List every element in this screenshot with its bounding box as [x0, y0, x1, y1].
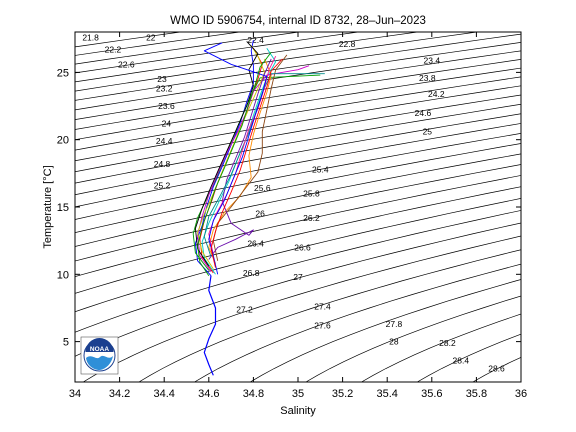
density-contour-label-33: 28.4 — [453, 356, 470, 366]
density-contour-label-0: 21.8 — [82, 32, 99, 42]
density-contour-1 — [75, 32, 243, 56]
density-contour-27 — [138, 249, 521, 382]
density-contour-30 — [305, 295, 521, 382]
density-contour-7 — [75, 42, 521, 111]
x-tick-label-10: 36 — [515, 388, 527, 400]
density-contour-label-31: 28 — [389, 337, 399, 347]
x-tick-label-1: 34.2 — [109, 388, 130, 400]
y-tick-label-2: 15 — [57, 202, 69, 214]
noaa-logo-text: NOAA — [90, 346, 109, 353]
density-contour-28 — [193, 263, 521, 382]
density-contour-label-19: 25.6 — [254, 183, 271, 193]
density-contour-23 — [75, 198, 521, 313]
density-contour-26 — [82, 235, 521, 382]
density-contour-label-11: 24 — [162, 119, 172, 129]
density-contour-8 — [75, 50, 521, 120]
density-contour-label-29: 27.6 — [314, 321, 331, 331]
density-contour-label-5: 22.8 — [339, 39, 356, 49]
x-tick-label-9: 35.8 — [466, 388, 487, 400]
noaa-logo-sky — [85, 338, 114, 352]
density-contour-5 — [75, 32, 480, 92]
density-contour-21 — [75, 175, 521, 277]
density-contour-label-30: 27.8 — [386, 319, 403, 329]
density-contour-label-16: 25 — [423, 127, 433, 137]
density-contour-4 — [75, 32, 421, 83]
density-contour-3 — [75, 32, 361, 74]
density-contour-label-22: 26.2 — [303, 213, 320, 223]
density-contour-0 — [75, 32, 183, 48]
y-tick-label-3: 20 — [57, 135, 69, 147]
x-tick-label-6: 35.2 — [332, 388, 353, 400]
y-axis-label: Temperature [°C] — [42, 165, 54, 248]
x-tick-label-2: 34.4 — [153, 388, 174, 400]
y-tick-label-1: 10 — [57, 269, 69, 281]
density-contour-label-21: 26 — [255, 209, 265, 219]
density-contour-22 — [75, 186, 521, 294]
density-contour-label-9: 23.6 — [158, 101, 175, 111]
y-tick-label-4: 25 — [57, 67, 69, 79]
x-tick-label-7: 35.4 — [376, 388, 397, 400]
density-contour-20 — [75, 164, 521, 262]
profile-line-13 — [197, 51, 272, 276]
density-contour-label-23: 26.4 — [247, 238, 264, 248]
density-contour-2 — [75, 32, 302, 65]
profile-layer — [192, 40, 325, 376]
x-axis-label: Salinity — [280, 405, 316, 417]
density-contour-18 — [75, 143, 521, 234]
x-tick-label-3: 34.6 — [198, 388, 219, 400]
density-contour-label-12: 24.2 — [428, 89, 445, 99]
profile-line-9 — [208, 58, 272, 260]
density-contour-label-18: 25.4 — [312, 164, 329, 174]
density-contour-29 — [249, 279, 521, 382]
x-tick-label-0: 34 — [69, 388, 81, 400]
density-contour-17 — [75, 133, 521, 220]
noaa-logo-gull — [86, 355, 113, 370]
density-contour-label-34: 28.6 — [488, 364, 505, 374]
density-contour-label-8: 23.4 — [424, 55, 441, 65]
x-tick-label-8: 35.6 — [421, 388, 442, 400]
density-contour-label-25: 26.8 — [243, 268, 260, 278]
density-contour-label-15: 24.8 — [154, 159, 171, 169]
density-contour-label-17: 25.2 — [154, 181, 171, 191]
density-contour-label-10: 23.8 — [419, 73, 436, 83]
density-contour-label-24: 26.6 — [294, 242, 311, 252]
plot-area — [75, 32, 521, 382]
density-contour-label-6: 23 — [157, 74, 167, 84]
density-contour-label-1: 22 — [146, 32, 156, 42]
density-contour-10 — [75, 67, 521, 141]
density-contour-label-13: 24.4 — [156, 136, 173, 146]
density-contour-label-32: 28.2 — [439, 338, 456, 348]
profile-line-5 — [197, 45, 266, 270]
density-contour-33 — [472, 356, 521, 382]
x-tick-label-4: 34.8 — [243, 388, 264, 400]
density-contour-31 — [360, 313, 521, 382]
density-contour-9 — [75, 58, 521, 130]
profile-line-12 — [203, 42, 268, 275]
density-contour-label-14: 24.6 — [415, 108, 432, 118]
density-contour-label-2: 22.2 — [105, 45, 122, 55]
profile-line-7 — [208, 58, 272, 264]
x-tick-label-5: 35 — [292, 388, 304, 400]
density-contour-label-4: 22.6 — [118, 59, 135, 69]
density-contour-32 — [416, 333, 521, 382]
density-contour-6 — [75, 33, 521, 101]
profile-line-14 — [210, 58, 283, 268]
density-contour-label-20: 25.8 — [303, 189, 320, 199]
profile-line-4 — [197, 65, 310, 272]
density-contour-label-26: 27 — [293, 272, 303, 282]
noaa-logo: NOAA — [80, 336, 119, 375]
density-contour-label-7: 23.2 — [156, 84, 173, 94]
profile-line-6 — [194, 41, 259, 267]
density-contour-label-3: 22.4 — [247, 35, 264, 45]
chart-title: WMO ID 5906754, internal ID 8732, 28–Jun… — [170, 15, 426, 27]
density-contour-label-28: 27.4 — [314, 302, 331, 312]
density-contour-label-27: 27.2 — [236, 304, 253, 314]
profile-deep-core — [203, 275, 217, 376]
axis-tick-layer: 34 34.2 34.4 34.6 34.8 35 35.2 35.4 35.6 35.8 36 5 1… — [57, 32, 527, 400]
y-tick-label-0: 5 — [63, 337, 69, 349]
density-contour-24 — [75, 210, 521, 333]
